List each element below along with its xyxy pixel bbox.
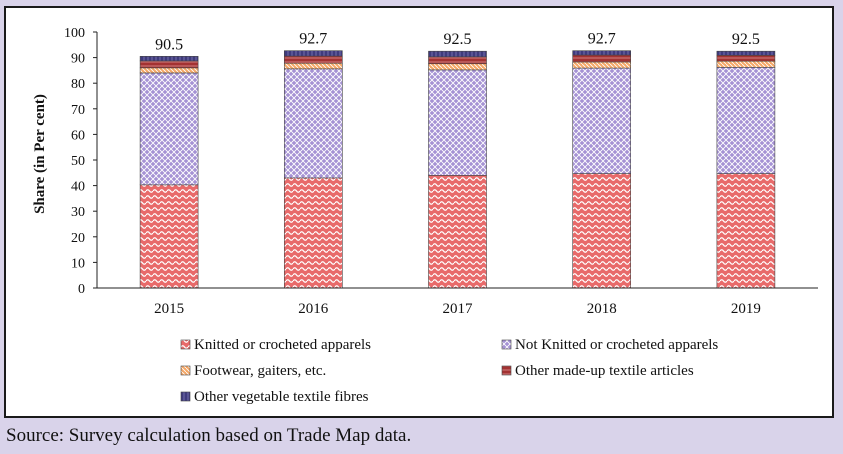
x-tick-label: 2019 xyxy=(731,301,761,317)
y-tick-label: 0 xyxy=(78,282,85,297)
legend-swatch xyxy=(180,365,191,376)
bar-segment xyxy=(572,173,632,289)
x-tick-label: 2016 xyxy=(298,301,329,317)
bar-segment xyxy=(572,50,632,56)
bar-segment xyxy=(716,54,776,62)
legend-label: Other vegetable textile fibres xyxy=(194,389,369,405)
bar-total-label: 92.7 xyxy=(588,31,616,48)
bar-segment xyxy=(139,56,199,62)
y-tick-label: 10 xyxy=(71,256,85,271)
legend-label: Other made-up textile articles xyxy=(515,363,694,379)
x-tick-label: 2015 xyxy=(154,301,184,317)
bar-segment xyxy=(428,63,487,71)
chart-frame: Share (in Per cent) 0 10 20 30 40 50 60 70 80 90 1… xyxy=(4,6,834,418)
bar-segment xyxy=(716,50,776,56)
bar-segment xyxy=(428,56,487,65)
y-axis-label: Share (in Per cent) xyxy=(32,94,48,214)
bar-segment xyxy=(716,67,776,174)
x-tick-label: 2018 xyxy=(587,301,617,317)
bar-segment xyxy=(428,69,487,176)
legend-label: Not Knitted or crocheted apparels xyxy=(515,337,718,353)
bar-segment xyxy=(428,175,487,289)
y-tick-label: 100 xyxy=(64,26,85,41)
bar-segment xyxy=(716,173,776,289)
y-tick-label: 20 xyxy=(71,231,85,246)
bar-total-label: 92.5 xyxy=(732,31,760,48)
y-tick-label: 70 xyxy=(71,103,85,118)
y-tick-label: 30 xyxy=(71,205,85,220)
bar-segment xyxy=(572,54,632,63)
bar-segment xyxy=(139,72,199,186)
bar-segment xyxy=(283,55,343,64)
bar-segment xyxy=(283,50,343,57)
bar-segment xyxy=(283,177,343,289)
bar-segment xyxy=(139,184,199,289)
bar-segment xyxy=(283,62,343,70)
y-tick-label: 90 xyxy=(71,52,85,67)
bar-segment xyxy=(572,67,632,174)
legend-label: Knitted or crocheted apparels xyxy=(194,337,371,353)
y-tick-label: 50 xyxy=(71,154,85,169)
y-tick-label: 60 xyxy=(71,128,85,143)
legend-label: Footwear, gaiters, etc. xyxy=(194,363,326,379)
legend-swatch xyxy=(180,391,191,402)
bar-segment xyxy=(139,67,199,74)
bar-total-label: 90.5 xyxy=(155,36,183,53)
stacked-bar-chart: Share (in Per cent) 0 10 20 30 40 50 60 70 80 90 1… xyxy=(32,26,818,405)
bar-segment xyxy=(283,68,343,179)
legend-swatch xyxy=(501,339,512,350)
legend-swatch xyxy=(180,339,191,350)
bar-segment xyxy=(139,60,199,69)
x-tick-label: 2017 xyxy=(443,301,474,317)
y-tick-label: 40 xyxy=(71,180,85,195)
bar-total-label: 92.5 xyxy=(444,31,472,48)
bar-segment xyxy=(572,61,632,69)
bar-segment xyxy=(716,60,776,68)
legend: Knitted or crocheted apparels Not Knitted… xyxy=(180,337,718,405)
legend-swatch xyxy=(501,365,512,376)
source-note: Source: Survey calculation based on Trad… xyxy=(6,425,412,446)
bar-total-label: 92.7 xyxy=(299,31,327,48)
bar-segment xyxy=(428,50,487,58)
y-tick-label: 80 xyxy=(71,77,85,92)
